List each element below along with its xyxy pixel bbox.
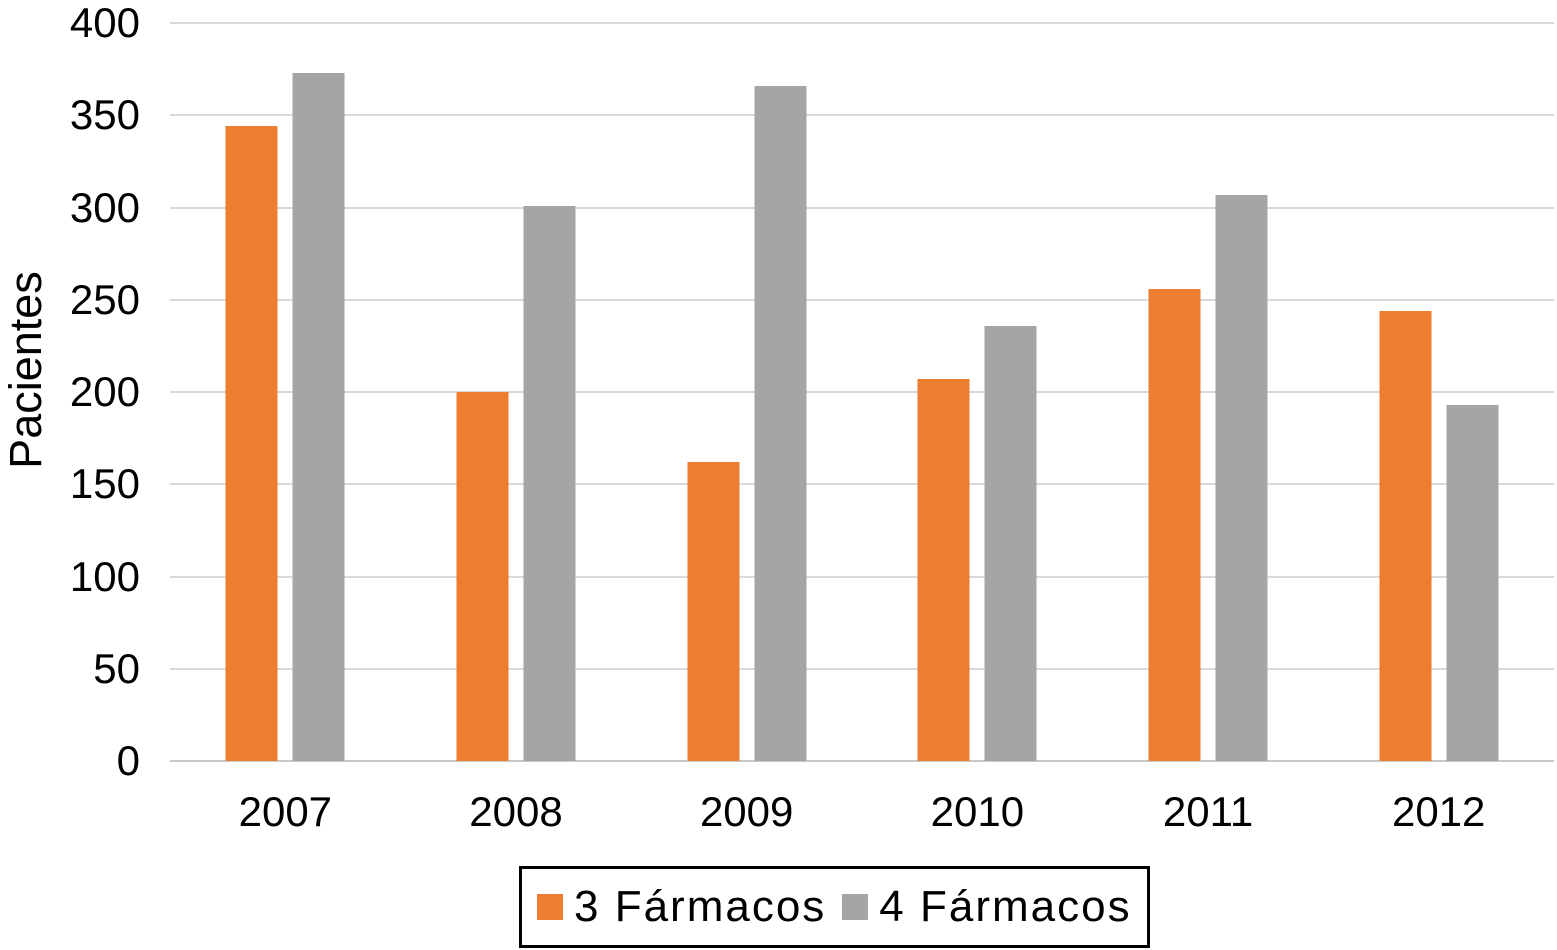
legend-swatch-4-farmacos [842,894,869,920]
gridline-250 [170,298,1554,301]
bar-4-farmacos-2008 [523,205,576,761]
plot-area [170,22,1554,762]
bar-group-2008 [456,205,576,761]
y-tick-label-200: 200 [69,368,140,415]
bar-group-2009 [687,85,807,761]
bar-group-2010 [917,325,1037,761]
legend-entry-4-farmacos: 4 Fármacos [842,882,1131,932]
y-tick-label-300: 300 [69,183,140,231]
bar-4-farmacos-2009 [754,85,807,761]
x-axis-tick-labels: 2007 2008 2009 2010 2011 2012 [170,788,1554,836]
x-tick-label-2007: 2007 [238,788,333,835]
bar-group-2007 [225,72,345,761]
x-axis-line [170,760,1554,762]
y-tick-label-0: 0 [116,737,140,784]
gridline-50 [170,667,1554,670]
bar-3-farmacos-2012 [1379,310,1432,761]
bar-3-farmacos-2009 [687,462,740,761]
bar-4-farmacos-2012 [1446,404,1499,761]
gridline-300 [170,206,1554,209]
bar-3-farmacos-2011 [1148,288,1201,761]
legend-entry-3-farmacos: 3 Fármacos [537,882,826,932]
y-tick-label-250: 250 [69,275,140,323]
gridline-400 [170,22,1554,24]
gridline-350 [170,114,1554,117]
y-tick-label-100: 100 [69,552,140,600]
bar-3-farmacos-2010 [917,379,970,761]
legend-label-4-farmacos: 4 Fármacos [879,882,1132,931]
y-tick-label-150: 150 [69,460,140,508]
x-tick-label-2009: 2009 [699,788,794,835]
y-axis-tick-labels: 0 50 100 150 200 250 300 350 400 [0,0,140,950]
gridline-200 [170,391,1554,393]
bar-3-farmacos-2007 [225,126,278,761]
legend-label-3-farmacos: 3 Fármacos [574,882,827,931]
gridline-100 [170,575,1554,578]
gridline-150 [170,483,1554,486]
bar-4-farmacos-2007 [292,72,345,761]
bar-group-2011 [1148,194,1268,761]
legend: 3 Fármacos 4 Fármacos [519,866,1150,948]
x-tick-label-2010: 2010 [930,788,1025,835]
bar-3-farmacos-2008 [456,392,509,761]
y-tick-label-50: 50 [93,644,140,692]
bar-group-2012 [1379,310,1499,761]
y-tick-label-350: 350 [69,91,140,139]
bar-4-farmacos-2010 [984,325,1037,761]
y-tick-label-400: 400 [69,0,140,46]
legend-swatch-3-farmacos [537,894,563,920]
x-tick-label-2012: 2012 [1391,788,1486,835]
bar-4-farmacos-2011 [1215,194,1268,761]
x-tick-label-2011: 2011 [1162,788,1254,835]
x-tick-label-2008: 2008 [469,788,563,835]
